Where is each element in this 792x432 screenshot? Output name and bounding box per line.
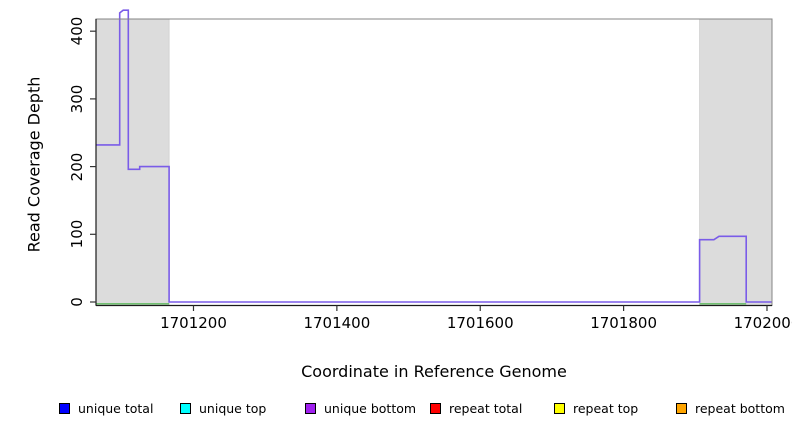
y-tick-label: 300	[68, 84, 86, 114]
x-tick-label: 1701400	[303, 314, 371, 332]
plot-box	[95, 18, 773, 306]
y-tick-label: 0	[68, 297, 86, 307]
coverage-line	[96, 9, 772, 303]
x-axis-title: Coordinate in Reference Genome	[301, 362, 567, 381]
left-repeat-region	[95, 18, 170, 306]
y-axis-title: Read Coverage Depth	[24, 76, 44, 253]
y-tick-label: 400	[68, 16, 86, 46]
x-tick-label: 1701200	[160, 314, 227, 332]
y-tick-label: 100	[68, 219, 86, 249]
right-repeat-region	[699, 18, 773, 306]
x-tick-label: 1701800	[590, 314, 658, 332]
x-tick-label: 1701600	[446, 314, 514, 332]
y-tick-label: 200	[68, 152, 86, 181]
